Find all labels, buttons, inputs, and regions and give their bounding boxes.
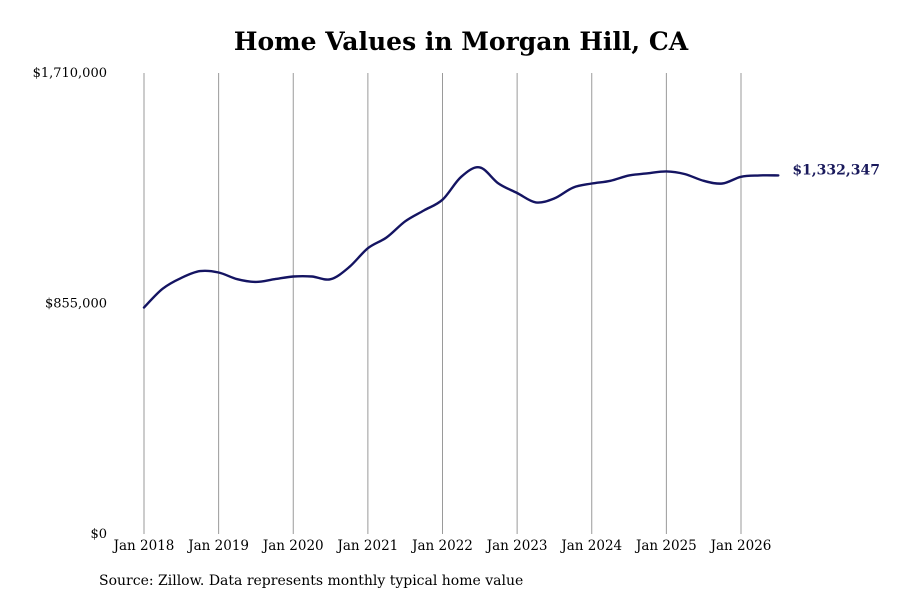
x-tick-label: Jan 2026 (709, 538, 772, 554)
x-tick-label: Jan 2022 (410, 538, 473, 554)
x-tick-label: Jan 2024 (559, 538, 622, 554)
y-axis-ticks: $0 $855,000 $1,710,000 (33, 66, 107, 542)
x-tick-label: Jan 2018 (112, 538, 175, 554)
x-tick-label: Jan 2019 (186, 538, 249, 554)
x-tick-label: Jan 2025 (634, 538, 697, 554)
source-note: Source: Zillow. Data represents monthly … (99, 573, 524, 589)
end-value-label: $1,332,347 (792, 162, 880, 178)
x-tick-label: Jan 2023 (485, 538, 548, 554)
home-value-line (142, 166, 780, 309)
chart-title: Home Values in Morgan Hill, CA (233, 27, 689, 56)
y-tick-label: $855,000 (45, 297, 107, 312)
x-tick-label: Jan 2020 (261, 538, 324, 554)
x-tick-label: Jan 2021 (335, 538, 398, 554)
line-chart: $0$855,000$1,710,000 Jan 2018 Jan 2019 Jan… (33, 66, 880, 554)
y-tick-label: $0 (90, 527, 107, 542)
y-tick-label: $1,710,000 (33, 66, 107, 81)
gridlines (143, 73, 742, 534)
x-axis-ticks: Jan 2018 Jan 2019 Jan 2020 Jan 2021 Jan 2022… (112, 538, 772, 554)
